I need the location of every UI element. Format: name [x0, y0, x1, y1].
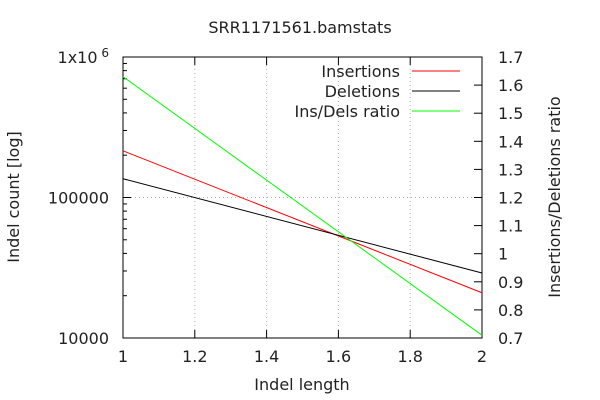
- series-line: [122, 178, 483, 274]
- x-axis: 1 1.2 1.4 1.6 1.8 2: [118, 57, 487, 366]
- x-tick-label: 1.8: [397, 347, 422, 366]
- y-tick-label: 10000: [58, 329, 109, 348]
- y-tick-label: 1x10 6: [58, 46, 109, 67]
- y2-axis-label: Insertions/Deletions ratio: [545, 96, 564, 297]
- legend-label: Ins/Dels ratio: [294, 102, 400, 121]
- y-tick-label: 100000: [48, 189, 109, 208]
- x-tick-label: 1.6: [326, 347, 351, 366]
- y2-tick-label: 0.8: [498, 301, 523, 320]
- y2-tick-label: 1.2: [498, 189, 523, 208]
- chart-title: SRR1171561.bamstats: [208, 18, 391, 37]
- legend-label: Insertions: [321, 62, 400, 81]
- y2-tick-label: 1.1: [498, 217, 523, 236]
- series-line: [122, 150, 483, 294]
- y2-tick-label: 1.4: [498, 132, 523, 151]
- y-axis-label: Indel count [log]: [4, 131, 23, 263]
- y2-tick-label: 1.7: [498, 48, 523, 67]
- x-tick-label: 1.2: [182, 347, 207, 366]
- x-tick-label: 1.4: [254, 347, 279, 366]
- x-tick-label: 2: [477, 347, 487, 366]
- y2-tick-label: 0.7: [498, 329, 523, 348]
- y2-tick-label: 1.3: [498, 160, 523, 179]
- y2-tick-label: 1.5: [498, 104, 523, 123]
- y2-axis: 0.7 0.8 0.9 1 1.1 1.2 1.3 1.4 1.5 1.6 1.7: [474, 48, 523, 348]
- y2-tick-label: 1: [498, 245, 508, 264]
- y-tick-exponent: 6: [98, 46, 109, 60]
- series-lines: [122, 76, 483, 336]
- y2-tick-label: 0.9: [498, 273, 523, 292]
- legend-label: Deletions: [325, 82, 400, 101]
- y-axis: 10000 100000 1x10 6: [48, 46, 131, 348]
- x-tick-label: 1: [118, 347, 128, 366]
- series-line: [122, 76, 483, 336]
- x-axis-label: Indel length: [254, 375, 349, 394]
- y2-tick-label: 1.6: [498, 76, 523, 95]
